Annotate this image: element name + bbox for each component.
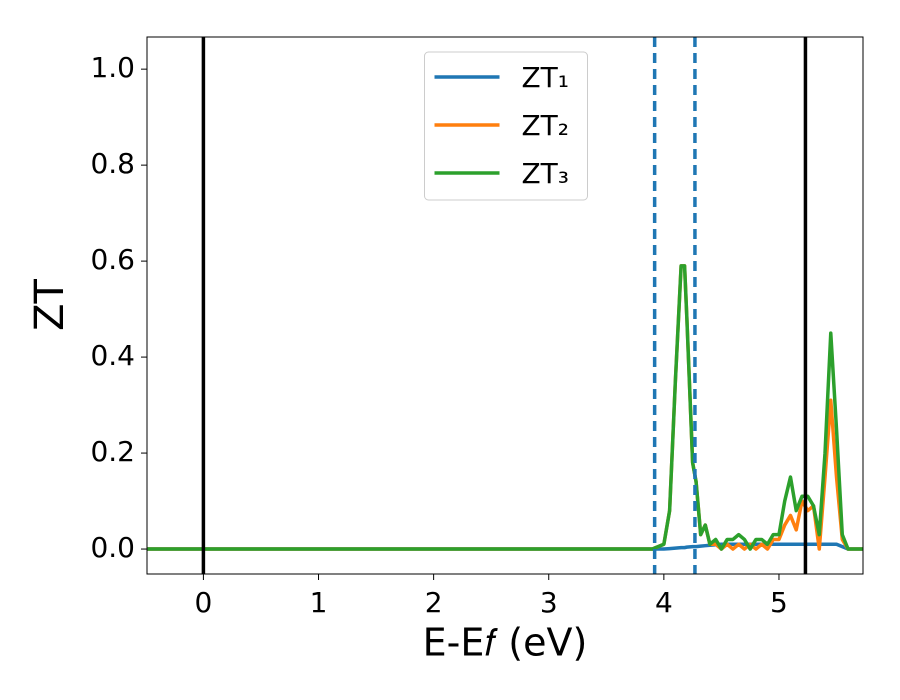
legend-label: ZT₁ bbox=[522, 61, 570, 94]
y-tick-label: 0.0 bbox=[90, 531, 135, 564]
y-tick-label: 1.0 bbox=[90, 51, 135, 84]
legend-box bbox=[424, 51, 588, 201]
legend-label: ZT₂ bbox=[522, 109, 570, 142]
y-tick-label: 0.8 bbox=[90, 147, 135, 180]
y-tick-label: 0.2 bbox=[90, 435, 135, 468]
plot-frame bbox=[146, 36, 864, 575]
y-tick-label: 0.6 bbox=[90, 243, 135, 276]
x-tick-label: 2 bbox=[425, 586, 443, 619]
x-tick-label: 4 bbox=[655, 586, 673, 619]
series-line bbox=[147, 542, 863, 551]
x-tick-label: 1 bbox=[310, 586, 328, 619]
y-axis-label: ZT bbox=[27, 279, 73, 331]
x-tick-label: 0 bbox=[194, 586, 212, 619]
series-line bbox=[147, 264, 863, 551]
plot-area bbox=[147, 37, 863, 574]
legend-label: ZT₃ bbox=[522, 157, 570, 190]
x-tick-label: 5 bbox=[770, 586, 788, 619]
series-line bbox=[147, 264, 863, 551]
x-tick-label: 3 bbox=[540, 586, 558, 619]
y-tick-label: 0.4 bbox=[90, 339, 135, 372]
x-axis-label: E-E𝑓 (eV) bbox=[423, 621, 588, 665]
